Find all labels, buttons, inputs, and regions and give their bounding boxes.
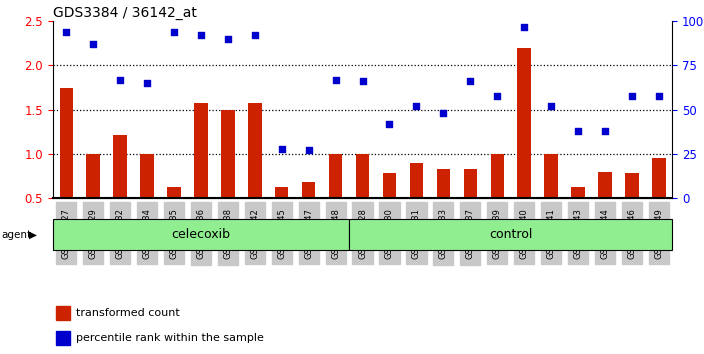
Text: transformed count: transformed count: [76, 308, 180, 318]
Text: percentile rank within the sample: percentile rank within the sample: [76, 332, 264, 343]
Point: [572, 128, 584, 134]
Bar: [598, 172, 612, 198]
Bar: [572, 187, 585, 198]
Point: [627, 93, 638, 98]
Point: [465, 79, 476, 84]
Point: [87, 41, 99, 47]
Point: [599, 128, 610, 134]
Bar: [491, 154, 504, 198]
Point: [222, 36, 234, 42]
Bar: [248, 103, 262, 198]
Bar: [56, 331, 70, 344]
Text: control: control: [489, 228, 532, 241]
Bar: [302, 182, 315, 198]
Bar: [652, 159, 665, 198]
Point: [195, 33, 206, 38]
Bar: [168, 187, 181, 198]
Point: [168, 29, 180, 35]
Point: [491, 93, 503, 98]
Bar: [221, 110, 234, 198]
Text: celecoxib: celecoxib: [172, 228, 230, 241]
Point: [438, 110, 449, 116]
Bar: [463, 169, 477, 198]
Bar: [275, 187, 289, 198]
Bar: [56, 306, 70, 320]
Point: [303, 148, 314, 153]
Bar: [356, 154, 370, 198]
Bar: [517, 48, 531, 198]
Bar: [113, 135, 127, 198]
Point: [411, 103, 422, 109]
Point: [546, 103, 557, 109]
Bar: [329, 154, 342, 198]
Bar: [140, 154, 153, 198]
Bar: [383, 173, 396, 198]
Text: ▶: ▶: [29, 230, 37, 240]
Point: [384, 121, 395, 127]
Point: [249, 33, 260, 38]
Bar: [87, 154, 100, 198]
Point: [115, 77, 126, 82]
Point: [357, 79, 368, 84]
Point: [276, 146, 287, 152]
Bar: [53, 219, 349, 250]
Point: [142, 80, 153, 86]
Bar: [436, 169, 450, 198]
Point: [519, 24, 530, 29]
Point: [653, 93, 665, 98]
Point: [61, 29, 72, 35]
Point: [330, 77, 341, 82]
Bar: [349, 219, 672, 250]
Text: agent: agent: [1, 230, 32, 240]
Bar: [544, 154, 558, 198]
Text: GDS3384 / 36142_at: GDS3384 / 36142_at: [53, 6, 196, 20]
Bar: [60, 88, 73, 198]
Bar: [194, 103, 208, 198]
Bar: [625, 173, 639, 198]
Bar: [410, 163, 423, 198]
